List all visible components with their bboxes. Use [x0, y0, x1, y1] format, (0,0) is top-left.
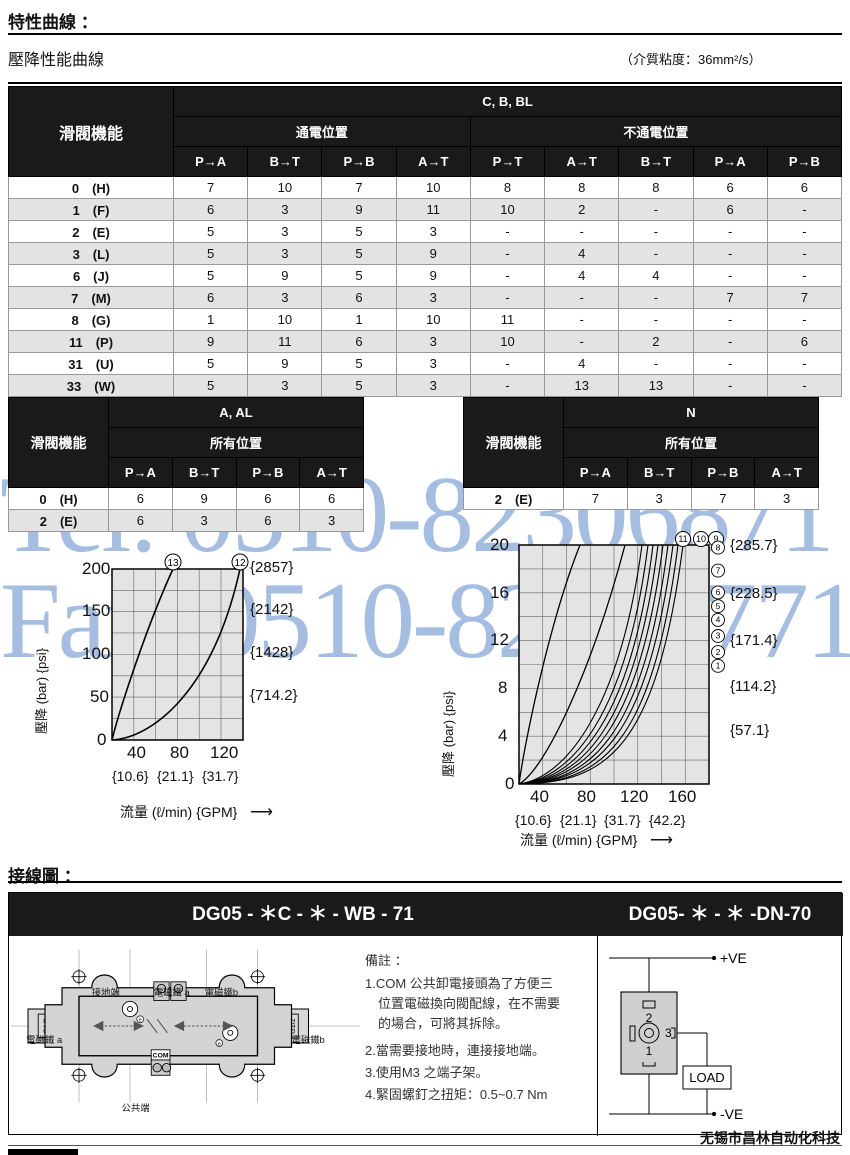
- svg-text:e: e: [218, 1042, 221, 1048]
- svg-text:10: 10: [696, 534, 706, 544]
- svg-text:e: e: [139, 1018, 142, 1024]
- svg-text:12: 12: [234, 558, 246, 569]
- svg-text:1: 1: [646, 1044, 653, 1058]
- svg-text:3: 3: [665, 1026, 672, 1040]
- svg-text:7: 7: [716, 565, 721, 575]
- svg-text:8: 8: [716, 542, 721, 552]
- svg-text:LOAD: LOAD: [689, 1070, 724, 1085]
- svg-text:4: 4: [716, 615, 721, 625]
- svg-text:-VE: -VE: [720, 1106, 743, 1122]
- svg-text:3: 3: [716, 631, 721, 641]
- svg-text:1: 1: [716, 661, 721, 671]
- svg-text:6: 6: [716, 587, 721, 597]
- svg-text:+VE: +VE: [720, 950, 747, 966]
- svg-text:5: 5: [716, 601, 721, 611]
- svg-text:11: 11: [678, 534, 687, 544]
- svg-text:2: 2: [716, 647, 721, 657]
- svg-text:13: 13: [167, 558, 179, 569]
- svg-text:COM: COM: [153, 1052, 169, 1059]
